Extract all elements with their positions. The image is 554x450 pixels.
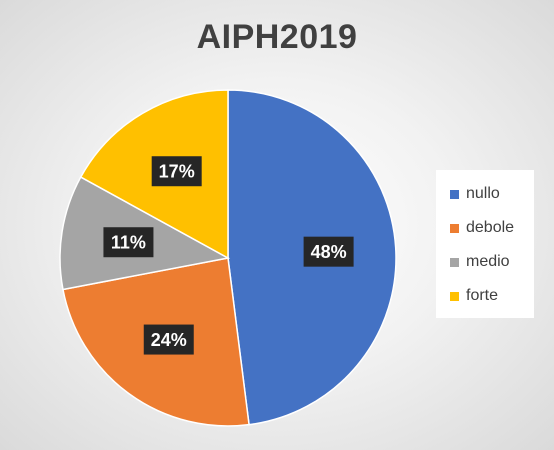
legend-item-nullo: nullo: [450, 182, 500, 206]
data-label-forte: 17%: [151, 156, 202, 187]
legend-label-debole: debole: [466, 219, 515, 236]
data-label-text: 24%: [151, 330, 187, 350]
legend-swatch-nullo: [450, 189, 459, 199]
data-label-box: [143, 324, 194, 355]
data-label-nullo: 48%: [303, 236, 354, 267]
legend: nullo debole medio forte: [436, 170, 534, 318]
data-label-text: 17%: [159, 162, 195, 182]
data-label-box: [303, 236, 354, 267]
data-label-text: 11%: [111, 233, 146, 253]
data-label-box: [103, 227, 154, 258]
data-label-box: [151, 156, 202, 187]
legend-label-medio: medio: [466, 253, 510, 270]
legend-swatch-debole: [450, 223, 459, 233]
legend-item-medio: medio: [450, 250, 510, 274]
data-label-text: 48%: [311, 242, 347, 262]
chart-title: AIPH2019: [196, 18, 358, 56]
data-label-medio: 11%: [103, 227, 154, 258]
legend-swatch-forte: [450, 291, 459, 301]
data-label-debole: 24%: [143, 324, 194, 355]
legend-swatch-medio: [450, 257, 459, 267]
legend-item-debole: debole: [450, 216, 514, 240]
legend-item-forte: forte: [450, 284, 498, 308]
legend-label-forte: forte: [466, 287, 499, 304]
legend-label-nullo: nullo: [466, 185, 500, 202]
